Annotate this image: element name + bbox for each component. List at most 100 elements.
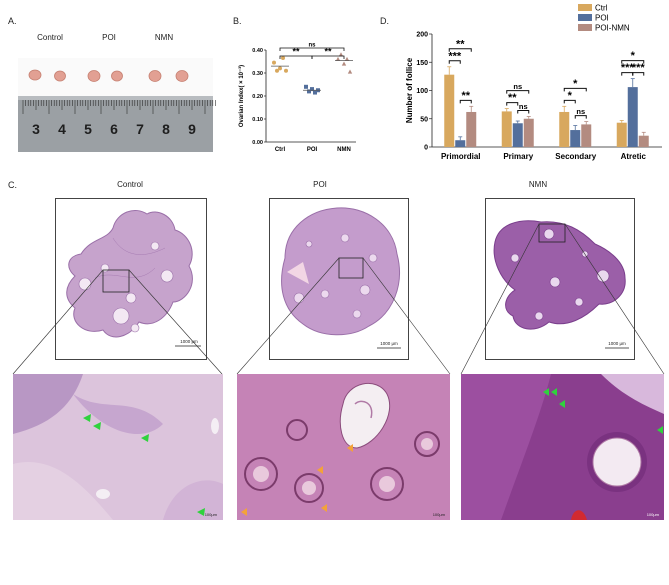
significance-label: ns bbox=[513, 82, 522, 91]
panel-label-b: B. bbox=[233, 16, 242, 26]
data-point bbox=[278, 66, 282, 71]
histology-zoom-control: 100μm bbox=[13, 374, 223, 520]
y-tick-label: 100 bbox=[416, 88, 428, 95]
significance-bracket bbox=[506, 102, 519, 106]
data-point bbox=[338, 52, 344, 57]
significance-bracket bbox=[621, 60, 645, 64]
ruler-number: 6 bbox=[110, 121, 118, 137]
significance-label: ns bbox=[576, 107, 585, 116]
column-label-control: Control bbox=[117, 180, 143, 189]
data-point bbox=[335, 56, 341, 61]
data-point bbox=[347, 69, 353, 74]
histology-zoom-poi: 100μm bbox=[237, 374, 450, 520]
significance-bracket bbox=[311, 55, 345, 59]
significance-bracket bbox=[448, 60, 461, 64]
x-tick-label: Ctrl bbox=[275, 147, 286, 153]
bar bbox=[512, 123, 523, 147]
significance-bracket bbox=[563, 87, 587, 92]
bar bbox=[616, 122, 627, 147]
ruler-number: 8 bbox=[162, 121, 170, 137]
ovary-specimens bbox=[28, 69, 189, 82]
data-point bbox=[272, 60, 276, 65]
significance-label: *** bbox=[448, 50, 462, 62]
data-point bbox=[341, 61, 347, 66]
ruler-number: 9 bbox=[188, 121, 196, 137]
significance-bracket bbox=[459, 99, 472, 104]
zoom-scale-label: 100μm bbox=[647, 512, 660, 517]
data-point bbox=[281, 56, 285, 61]
follicle-count-chart: 0 50 100 150 200 Number of follice Primordial P… bbox=[405, 4, 662, 161]
data-point bbox=[284, 68, 288, 73]
y-tick-label: 0 bbox=[424, 145, 428, 152]
significance-label: ** bbox=[456, 38, 465, 50]
significance-label: ** bbox=[461, 90, 470, 102]
group-label-nmn: NMN bbox=[154, 33, 174, 42]
data-point bbox=[344, 56, 350, 61]
ruler-number: 7 bbox=[136, 121, 144, 137]
y-tick-label: 0.20 bbox=[252, 94, 263, 100]
significance-label: * bbox=[631, 50, 636, 62]
ovary-photo: 3 4 5 6 7 8 9 bbox=[18, 58, 216, 152]
y-tick-label: 0.10 bbox=[252, 117, 263, 123]
legend-label: POI bbox=[595, 14, 609, 23]
bar bbox=[466, 111, 477, 147]
data-point bbox=[310, 87, 314, 92]
bar bbox=[559, 111, 570, 147]
y-axis-label: Ovarian Index( × 10⁻³) bbox=[238, 65, 245, 127]
significance-label: * bbox=[573, 78, 578, 90]
legend-swatch bbox=[578, 24, 592, 31]
panel-label-d: D. bbox=[380, 16, 389, 26]
bar bbox=[581, 124, 592, 147]
legend-swatch bbox=[578, 4, 592, 11]
significance-label: ** bbox=[292, 47, 300, 57]
significance-bracket bbox=[506, 90, 530, 94]
significance-bracket bbox=[279, 47, 345, 51]
x-tick-label: Secondary bbox=[555, 152, 596, 161]
y-tick-label: 200 bbox=[416, 32, 428, 39]
scale-bar-label: 1000 μm bbox=[608, 341, 626, 346]
ruler-number: 5 bbox=[84, 121, 92, 137]
x-tick-label: Atretic bbox=[621, 152, 647, 161]
ruler-number: 3 bbox=[32, 121, 40, 137]
legend-swatch bbox=[578, 14, 592, 21]
x-tick-label: Primary bbox=[503, 152, 533, 161]
significance-bracket bbox=[517, 109, 530, 114]
green-arrow-markers bbox=[83, 414, 205, 516]
data-point bbox=[275, 68, 279, 73]
significance-label: ns bbox=[308, 43, 316, 49]
bar bbox=[501, 111, 512, 147]
green-arrow-markers bbox=[543, 388, 663, 434]
panel-label-a: A. bbox=[8, 16, 17, 26]
histology-zoom-nmn: 100μm bbox=[461, 374, 664, 520]
zoom-scale-label: 100μm bbox=[205, 512, 218, 517]
ruler-numbers: 3 4 5 6 7 8 9 bbox=[32, 121, 196, 137]
y-tick-label: 0.30 bbox=[252, 71, 263, 77]
scale-bar-label: 1000 μm bbox=[180, 339, 198, 344]
zoom-scale-label: 100μm bbox=[433, 512, 446, 517]
data-point bbox=[304, 84, 308, 89]
data-point bbox=[307, 89, 311, 94]
significance-bracket bbox=[574, 115, 587, 119]
legend-label: POI-NMN bbox=[595, 24, 630, 33]
y-axis-label: Number of follice bbox=[405, 57, 414, 123]
bar bbox=[523, 118, 534, 147]
significance-label: *** bbox=[632, 62, 646, 74]
y-tick-label: 0.40 bbox=[252, 48, 263, 54]
orange-arrow-markers bbox=[241, 444, 353, 516]
x-tick-label: Primordial bbox=[441, 152, 481, 161]
x-tick-label: POI bbox=[307, 147, 318, 153]
significance-bracket bbox=[563, 99, 576, 104]
group-label-control: Control bbox=[37, 33, 63, 42]
significance-bracket bbox=[632, 72, 645, 76]
bar bbox=[455, 140, 466, 147]
ovarian-index-chart: 0.00 0.10 0.20 0.30 0.40 Ovarian Index( × 10⁻… bbox=[238, 43, 356, 153]
column-label-nmn: NMN bbox=[528, 180, 548, 189]
panel-label-c: C. bbox=[8, 180, 17, 190]
significance-label: *** bbox=[621, 62, 635, 74]
group-label-poi: POI bbox=[102, 33, 116, 42]
significance-label: * bbox=[568, 90, 573, 102]
significance-label: ** bbox=[324, 47, 332, 57]
bar bbox=[627, 87, 638, 147]
column-label-poi: POI bbox=[313, 180, 327, 189]
significance-label: ** bbox=[508, 92, 517, 104]
